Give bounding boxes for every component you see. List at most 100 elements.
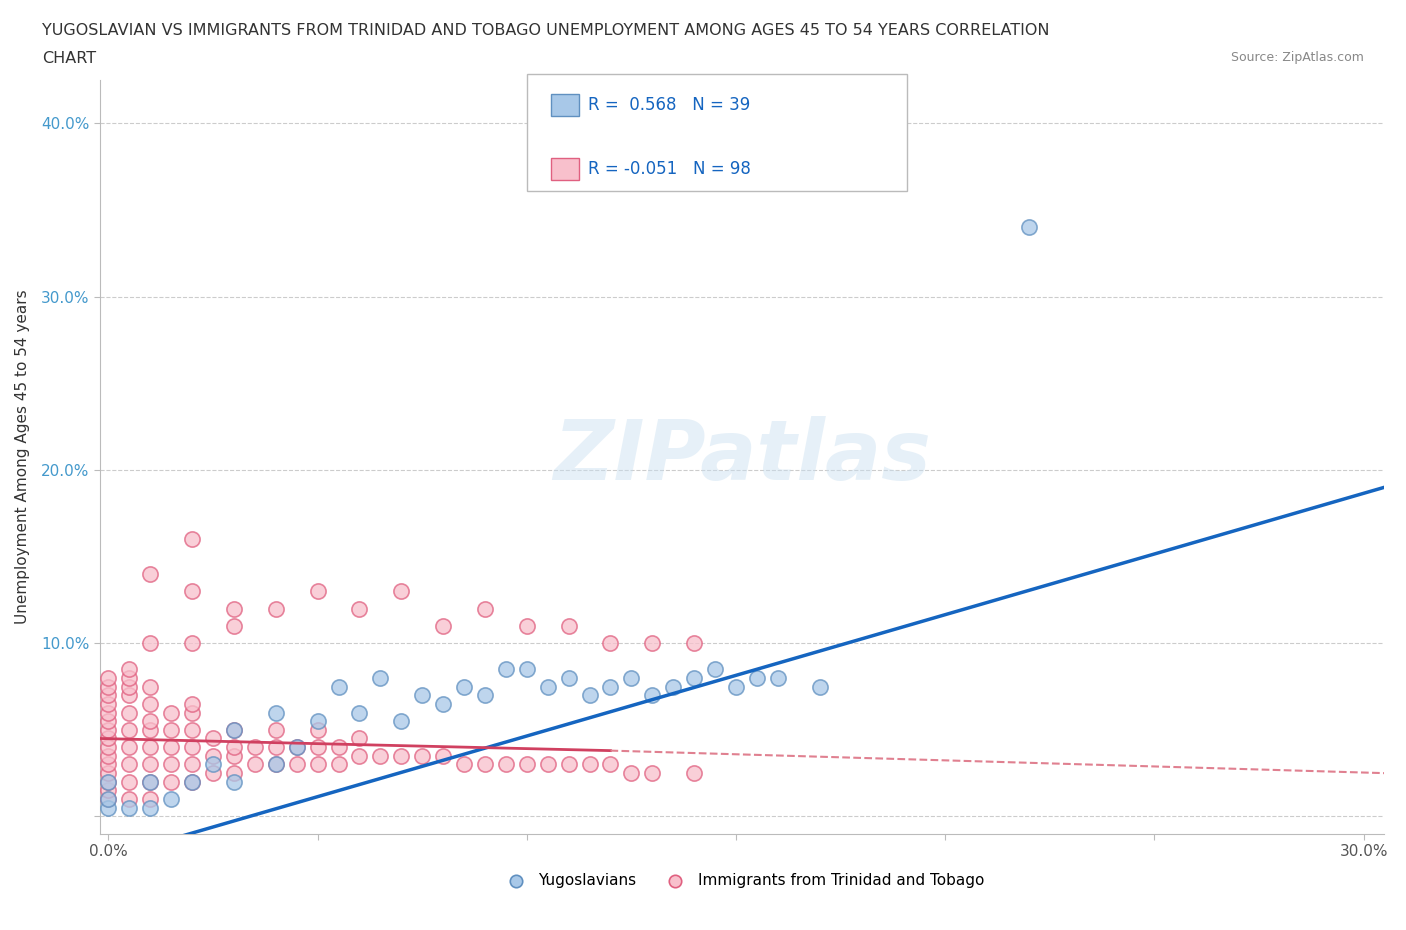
Point	[181, 705, 204, 720]
Point	[160, 757, 183, 772]
Point	[389, 584, 412, 599]
Point	[201, 765, 224, 780]
Text: ZIPatlas: ZIPatlas	[554, 417, 931, 498]
Point	[97, 723, 120, 737]
Point	[118, 723, 141, 737]
Point	[307, 757, 329, 772]
Point	[160, 739, 183, 754]
Point	[537, 679, 560, 694]
Point	[328, 679, 350, 694]
Point	[222, 618, 245, 633]
Point	[139, 636, 162, 651]
Point	[118, 687, 141, 702]
Point	[181, 775, 204, 790]
Point	[474, 601, 496, 616]
Point	[118, 662, 141, 677]
Point	[97, 713, 120, 728]
Point	[181, 723, 204, 737]
Point	[285, 739, 308, 754]
Point	[599, 679, 621, 694]
Point	[683, 636, 706, 651]
Point	[662, 679, 685, 694]
Point	[97, 697, 120, 711]
Point	[264, 705, 287, 720]
Point	[181, 697, 204, 711]
Point	[516, 662, 538, 677]
Point	[201, 757, 224, 772]
Point	[97, 687, 120, 702]
Point	[97, 791, 120, 806]
Point	[557, 757, 579, 772]
Point	[201, 731, 224, 746]
Point	[160, 705, 183, 720]
Point	[97, 749, 120, 764]
Point	[118, 757, 141, 772]
Point	[766, 671, 789, 685]
Point	[307, 723, 329, 737]
Point	[97, 739, 120, 754]
Point	[139, 697, 162, 711]
Point	[453, 757, 475, 772]
Point	[118, 705, 141, 720]
Point	[620, 671, 643, 685]
Point	[307, 739, 329, 754]
Point	[181, 636, 204, 651]
Point	[620, 765, 643, 780]
Point	[349, 731, 371, 746]
Point	[264, 757, 287, 772]
Point	[641, 765, 664, 780]
Text: YUGOSLAVIAN VS IMMIGRANTS FROM TRINIDAD AND TOBAGO UNEMPLOYMENT AMONG AGES 45 TO: YUGOSLAVIAN VS IMMIGRANTS FROM TRINIDAD …	[42, 23, 1050, 38]
Y-axis label: Unemployment Among Ages 45 to 54 years: Unemployment Among Ages 45 to 54 years	[15, 289, 30, 624]
Point	[139, 713, 162, 728]
Point	[537, 757, 560, 772]
Point	[139, 775, 162, 790]
Point	[160, 791, 183, 806]
Point	[118, 671, 141, 685]
Point	[683, 671, 706, 685]
Point	[704, 662, 727, 677]
Point	[160, 775, 183, 790]
Point	[411, 687, 433, 702]
Point	[599, 636, 621, 651]
Point	[453, 679, 475, 694]
Point	[97, 671, 120, 685]
Point	[724, 679, 747, 694]
Point	[118, 801, 141, 816]
Point	[683, 765, 706, 780]
Legend: Yugoslavians, Immigrants from Trinidad and Tobago: Yugoslavians, Immigrants from Trinidad a…	[495, 867, 990, 894]
Point	[139, 757, 162, 772]
Point	[181, 584, 204, 599]
Point	[222, 739, 245, 754]
Point	[745, 671, 768, 685]
Point	[599, 757, 621, 772]
Point	[97, 801, 120, 816]
Point	[118, 739, 141, 754]
Point	[328, 739, 350, 754]
Point	[181, 757, 204, 772]
Point	[264, 723, 287, 737]
Point	[139, 739, 162, 754]
Point	[243, 757, 266, 772]
Point	[139, 801, 162, 816]
Point	[139, 566, 162, 581]
Point	[641, 636, 664, 651]
Point	[181, 775, 204, 790]
Point	[641, 687, 664, 702]
Point	[557, 618, 579, 633]
Point	[222, 749, 245, 764]
Point	[97, 775, 120, 790]
Point	[389, 713, 412, 728]
Point	[97, 791, 120, 806]
Point	[349, 705, 371, 720]
Point	[808, 679, 831, 694]
Point	[118, 679, 141, 694]
Point	[97, 783, 120, 798]
Point	[264, 739, 287, 754]
Point	[139, 723, 162, 737]
Point	[181, 532, 204, 547]
Point	[139, 679, 162, 694]
Point	[578, 687, 600, 702]
Point	[181, 739, 204, 754]
Point	[432, 697, 454, 711]
Point	[264, 601, 287, 616]
